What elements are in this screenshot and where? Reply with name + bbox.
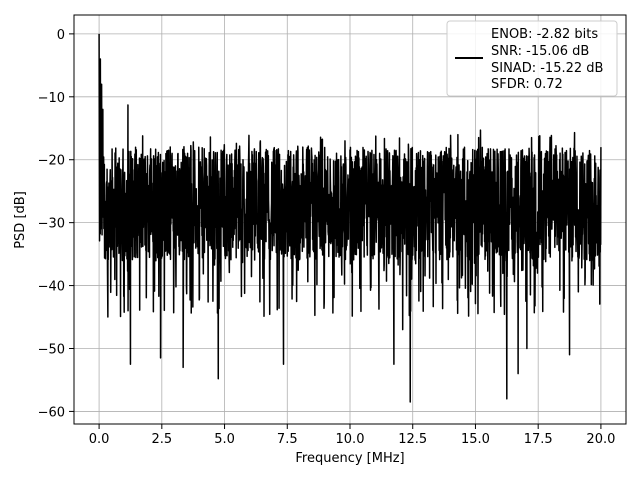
legend-snr: SNR: -15.06 dB [491,44,589,59]
x-tick-label: 2.5 [151,432,172,447]
x-tick-label: 10.0 [336,432,365,447]
y-tick-label: −50 [38,342,65,357]
x-tick-label: 20.0 [586,432,615,447]
legend-sfdr: SFDR: 0.72 [491,77,563,92]
x-tick-label: 0.0 [89,432,110,447]
series-layer [98,33,602,403]
y-tick-label: −40 [38,280,65,295]
y-axis-ticks: 0 −10 −20 −30 −40 −50 −60 [38,28,74,420]
y-axis-label: PSD [dB] [13,191,28,249]
x-tick-label: 17.5 [524,432,553,447]
legend: ENOB: -2.82 bits SNR: -15.06 dB SINAD: -… [446,20,618,97]
x-axis-label: Frequency [MHz] [295,451,404,466]
psd-series-line [98,33,602,403]
x-tick-label: 5.0 [214,432,235,447]
y-tick-label: 0 [57,28,65,43]
x-tick-label: 12.5 [398,432,427,447]
y-tick-label: −20 [38,154,65,169]
y-tick-label: −10 [38,91,65,106]
x-tick-label: 7.5 [277,432,298,447]
y-tick-label: −60 [38,405,65,420]
x-tick-label: 15.0 [461,432,490,447]
legend-sinad: SINAD: -15.22 dB [491,61,603,76]
x-axis-ticks: 0.0 2.5 5.0 7.5 10.0 12.5 15.0 17.5 20.0 [89,424,615,447]
legend-enob: ENOB: -2.82 bits [491,27,598,42]
legend-box [446,20,618,97]
y-tick-label: −30 [38,217,65,232]
